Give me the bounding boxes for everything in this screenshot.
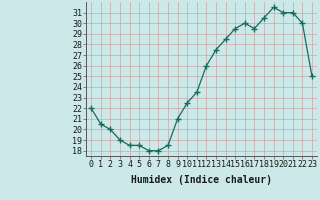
X-axis label: Humidex (Indice chaleur): Humidex (Indice chaleur)	[131, 175, 272, 185]
